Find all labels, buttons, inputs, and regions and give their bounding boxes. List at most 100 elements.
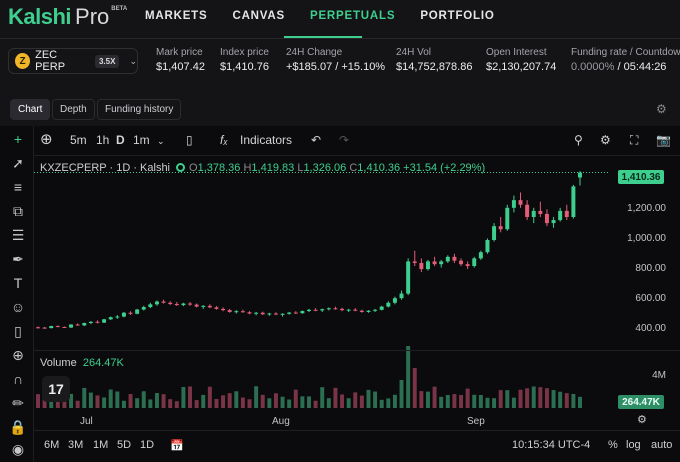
alert-icon[interactable]: ⚲ [574,133,583,147]
volume-bar [399,380,404,408]
log-toggle[interactable]: log [626,439,641,451]
crosshair-icon[interactable]: + [13,131,23,147]
market-selector[interactable]: Z ZEC PERP 3.5X ⌄ [8,48,138,74]
tab-chart[interactable]: Chart [10,99,51,120]
brush-icon[interactable]: ✒ [12,251,24,267]
candle-body [571,186,576,218]
brand-name: Kalshi [8,4,72,29]
eye-icon[interactable]: ◉ [11,441,25,457]
candlestick-type-icon[interactable]: ▯ [186,133,193,147]
pattern-icon[interactable]: ⧉ [13,203,23,219]
range-1m[interactable]: 1M [93,439,109,451]
candle-body [194,304,199,307]
interval-5m[interactable]: 5m [70,133,87,147]
stat-open-interest: Open Interest $2,130,207.74 [486,47,556,73]
candle-body [280,313,285,315]
undo-icon[interactable]: ↶ [311,133,322,147]
stat-24h-change: 24H Change +$185.07 / +15.10% [286,47,385,73]
text-icon[interactable]: T [13,275,23,291]
candle-body [366,310,371,312]
bottom-divider [34,430,680,431]
nav-perpetuals[interactable]: PERPETUALS [309,10,396,22]
interval-chevron-down-icon[interactable]: ⌄ [157,136,165,146]
interval-1h[interactable]: 1h [96,133,110,147]
candle-body [273,313,278,315]
candle-body [102,319,107,323]
lock-drawing-icon[interactable]: ✏ [12,395,24,411]
redo-icon[interactable]: ↷ [339,133,350,147]
volume-bar [75,400,80,408]
add-symbol-icon[interactable]: ⊕ [40,131,53,148]
trendline-icon[interactable]: ➚ [12,155,24,171]
date-range-calendar-icon[interactable]: 📅 [170,440,184,452]
camera-icon[interactable]: 📷 [656,133,671,147]
legend-change: +31.54 (+2.29%) [403,162,486,174]
interval-1m[interactable]: 1m [133,133,150,147]
candle-body [207,305,212,308]
emoji-icon[interactable]: ☺ [10,299,26,315]
volume-bar [478,394,483,408]
volume-bar [141,391,146,408]
range-3m[interactable]: 3M [68,439,84,451]
candle-body [406,261,411,294]
nav-portfolio[interactable]: PORTFOLIO [420,10,495,22]
volume-bar [412,368,417,408]
volume-bar [320,387,325,408]
volume-bar [333,387,338,408]
y-tick-800: 800.00 [635,263,666,274]
stat-24h-vol: 24H Vol $14,752,878.86 [396,47,472,73]
candle-body [214,307,219,309]
kalshi-pro-logo[interactable]: Kalshi Pro BETA [8,4,127,30]
candle-body [188,303,193,305]
auto-toggle[interactable]: auto [651,439,673,451]
volume-bar [207,386,212,408]
volume-bar [472,394,477,408]
indicators-button[interactable]: Indicators [240,133,293,147]
funding-rate-value: 0.0000% [571,61,615,73]
ruler-icon[interactable]: ▯ [14,323,22,339]
range-1d[interactable]: 1D [140,439,155,451]
candle-body [465,264,470,267]
percent-toggle[interactable]: % [608,439,618,451]
settings-gear-icon[interactable]: ⚙ [656,102,667,116]
volume-bar [544,388,549,408]
fullscreen-icon[interactable]: ⛶ [630,133,639,147]
stat-label: Open Interest [486,47,547,58]
interval-d[interactable]: D [116,133,125,147]
nav-canvas[interactable]: CANVAS [232,10,285,22]
legend-low: 1,326.06 [303,162,347,174]
horizontal-lines-icon[interactable]: ≡ [13,179,23,195]
chart-settings-icon[interactable]: ⚙ [637,414,647,426]
candle-body [478,252,483,259]
zoom-in-icon[interactable]: ⊕ [12,347,24,363]
candle-body [498,226,503,230]
volume-bar [69,393,74,408]
volume-bar [392,394,397,408]
tradingview-logo[interactable]: 17 [42,376,70,402]
volume-bar [247,399,252,408]
candlestick-chart[interactable] [34,158,610,430]
volume-bar [525,388,530,408]
candle-body [518,200,523,205]
indicators-fx-icon[interactable]: fₓ [220,133,228,147]
volume-bar [201,394,206,408]
tab-funding-history[interactable]: Funding history [97,99,182,120]
range-6m[interactable]: 6M [44,439,60,451]
fib-icon[interactable]: ☰ [11,227,25,243]
magnet-icon[interactable]: ∩ [12,371,24,387]
lock-icon[interactable]: 🔒 [9,419,27,435]
volume-bar [432,386,437,408]
range-5d[interactable]: 5D [117,439,132,451]
x-tick-aug: Aug [272,416,290,427]
settings-icon[interactable]: ⚙ [600,133,611,147]
candle-body [439,261,444,265]
candle-body [141,307,146,310]
tab-depth[interactable]: Depth [52,99,95,120]
candle-body [293,312,298,314]
candle-body [300,311,305,314]
candle-body [121,312,126,317]
candle-body [399,293,404,299]
candle-body [95,321,100,323]
candle-body [525,204,530,218]
nav-markets[interactable]: MARKETS [145,10,208,22]
